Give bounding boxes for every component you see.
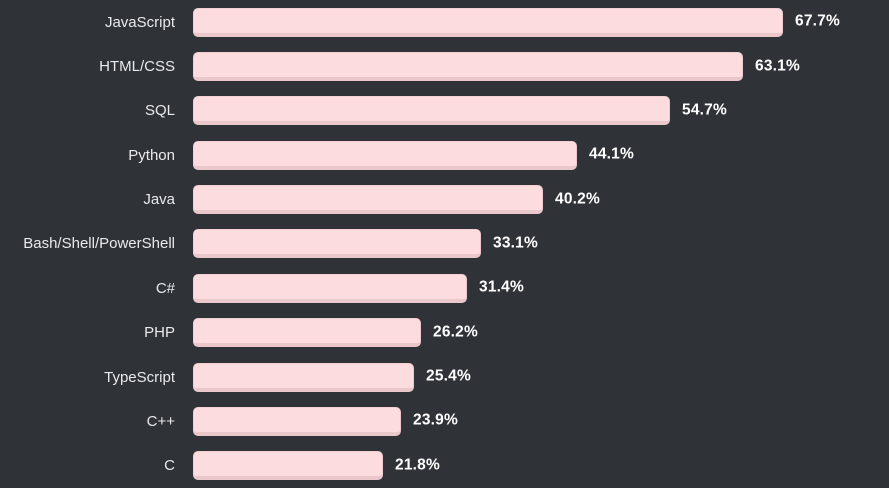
- bar: [193, 7, 783, 37]
- bar: [193, 140, 577, 170]
- bar: [193, 406, 401, 436]
- bar: [193, 229, 481, 259]
- bar-row: HTML/CSS 63.1%: [0, 44, 889, 88]
- value-label: 67.7%: [795, 12, 840, 30]
- bar: [193, 273, 467, 303]
- bar-track: 40.2%: [193, 185, 889, 215]
- bar-row: C++ 23.9%: [0, 399, 889, 443]
- bar-row: TypeScript 25.4%: [0, 355, 889, 399]
- value-label: 63.1%: [755, 56, 800, 74]
- bar-row: C# 31.4%: [0, 266, 889, 310]
- value-label: 21.8%: [395, 456, 440, 474]
- category-label: JavaScript: [104, 13, 175, 31]
- bar: [193, 362, 414, 392]
- bar: [193, 96, 670, 126]
- bar-track: 44.1%: [193, 140, 889, 170]
- bar-track: 21.8%: [193, 451, 889, 481]
- category-label: C: [164, 457, 175, 475]
- bar-row: JavaScript 67.7%: [0, 0, 889, 44]
- bar-row: C 21.8%: [0, 444, 889, 488]
- value-label: 23.9%: [413, 411, 458, 429]
- bar-track: 33.1%: [193, 229, 889, 259]
- value-label: 54.7%: [682, 101, 727, 119]
- value-label: 44.1%: [589, 145, 634, 163]
- category-label: PHP: [144, 324, 175, 342]
- value-label: 40.2%: [555, 189, 600, 207]
- value-label: 25.4%: [426, 367, 471, 385]
- category-label: C++: [146, 412, 175, 430]
- bar-row: Java 40.2%: [0, 177, 889, 221]
- bar-row: SQL 54.7%: [0, 89, 889, 133]
- bar: [193, 318, 421, 348]
- bar-track: 26.2%: [193, 318, 889, 348]
- category-label: SQL: [144, 102, 175, 120]
- bar-track: 67.7%: [193, 7, 889, 37]
- bar-track: 25.4%: [193, 362, 889, 392]
- category-label: HTML/CSS: [99, 58, 175, 76]
- bar-track: 63.1%: [193, 52, 889, 82]
- bar: [193, 52, 743, 82]
- bar-row: PHP 26.2%: [0, 311, 889, 355]
- category-label: TypeScript: [104, 368, 175, 386]
- bar-row: Bash/Shell/PowerShell 33.1%: [0, 222, 889, 266]
- category-label: Bash/Shell/PowerShell: [23, 235, 175, 253]
- value-label: 33.1%: [493, 234, 538, 252]
- bar-track: 54.7%: [193, 96, 889, 126]
- bar: [193, 451, 383, 481]
- value-label: 31.4%: [479, 278, 524, 296]
- category-label: Python: [128, 146, 175, 164]
- category-label: C#: [155, 279, 175, 297]
- bar-row: Python 44.1%: [0, 133, 889, 177]
- category-label: Java: [143, 191, 175, 209]
- bar: [193, 185, 543, 215]
- value-label: 26.2%: [433, 322, 478, 340]
- bar-track: 31.4%: [193, 273, 889, 303]
- bar-track: 23.9%: [193, 406, 889, 436]
